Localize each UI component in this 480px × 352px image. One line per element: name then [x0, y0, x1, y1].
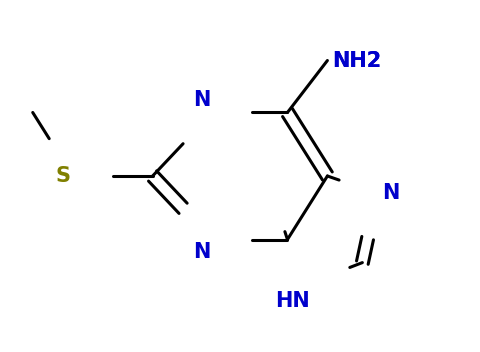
Text: N: N: [192, 243, 210, 262]
Text: N: N: [383, 183, 400, 203]
Text: NH2: NH2: [332, 51, 382, 70]
Text: N: N: [192, 90, 210, 109]
Text: S: S: [55, 166, 70, 186]
Text: HN: HN: [275, 291, 310, 312]
Text: NH2: NH2: [332, 51, 382, 70]
